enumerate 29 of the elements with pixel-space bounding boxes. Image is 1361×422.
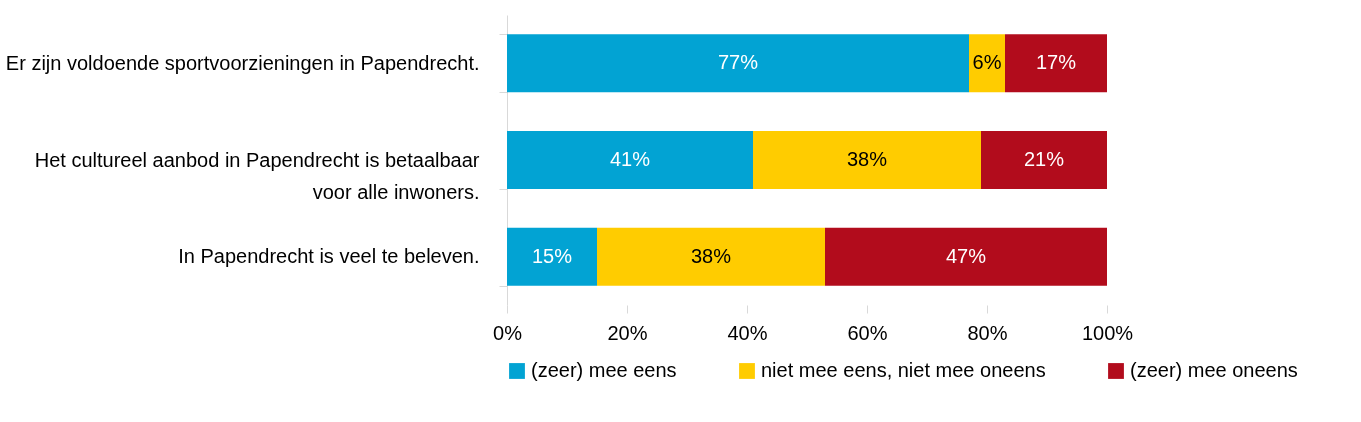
x-tick-label: 60% — [847, 321, 888, 344]
data-label: 6% — [972, 51, 1002, 74]
y-tick-label: In Papendrecht is veel te beleven. — [178, 245, 480, 268]
data-label: 47% — [945, 244, 987, 267]
y-tick-label: Het cultureel aanbod in Papendrecht is betaalbaar voor alle inwoners. — [34, 148, 480, 203]
data-label: 41% — [609, 148, 651, 170]
legend-label: (zeer) mee oneens — [1130, 359, 1298, 381]
y-tick-label: Er zijn voldoende sportvoorzieningen in Papendrecht. — [5, 51, 480, 74]
bar — [597, 227, 825, 286]
data-label: 15% — [531, 244, 573, 267]
bar — [825, 227, 1107, 286]
legend-label: (zeer) mee eens — [531, 359, 677, 381]
data-label: 38% — [846, 148, 888, 170]
bar — [507, 227, 597, 286]
bar — [507, 34, 969, 93]
x-tick-label: 80% — [967, 321, 1008, 344]
x-tick-label: 0% — [493, 321, 523, 344]
bar — [1005, 34, 1107, 93]
data-label: 21% — [1023, 148, 1065, 170]
x-tick-label: 100% — [1081, 321, 1134, 344]
x-tick-label: 20% — [607, 321, 648, 344]
bar — [753, 131, 981, 189]
data-label: 17% — [1035, 51, 1077, 74]
x-tick-label: 40% — [727, 321, 768, 344]
bar — [507, 131, 753, 189]
data-label: 38% — [690, 244, 732, 267]
legend-label: niet mee eens, niet mee oneens — [761, 359, 1046, 381]
data-label: 77% — [717, 51, 759, 74]
bar — [981, 131, 1107, 189]
